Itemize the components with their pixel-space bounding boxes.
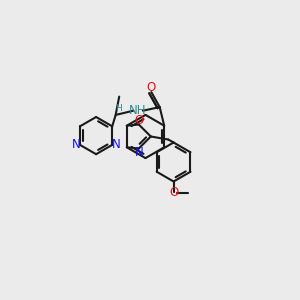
Text: NH: NH [129,104,147,117]
Text: N: N [112,138,121,151]
Text: N: N [71,138,80,151]
Text: H: H [115,104,122,113]
Text: N: N [135,146,143,159]
Text: O: O [134,114,144,127]
Text: O: O [169,186,178,199]
Text: O: O [146,81,155,94]
